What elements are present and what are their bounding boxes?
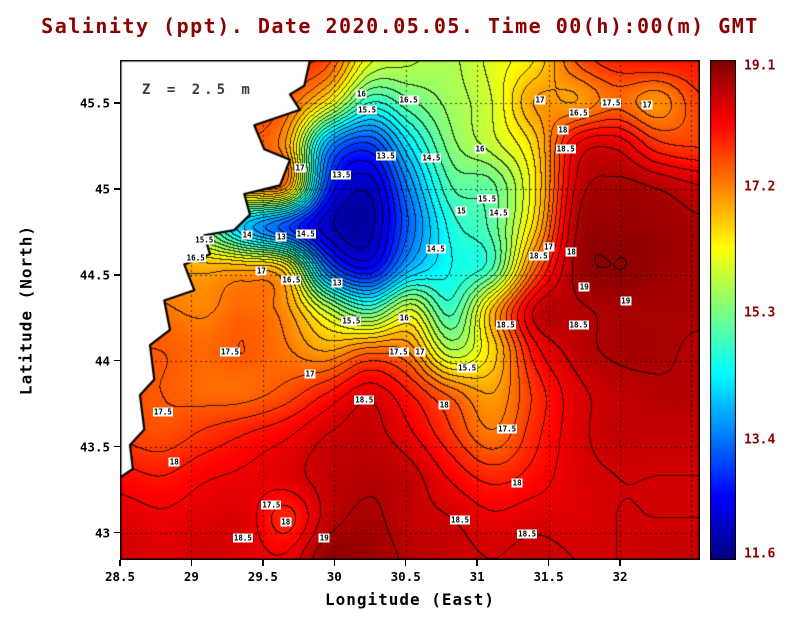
y-tick-mark bbox=[114, 445, 120, 448]
contour-label: 16.5 bbox=[281, 275, 302, 285]
x-tick-label: 31.5 bbox=[533, 569, 564, 584]
x-tick-label: 30.5 bbox=[390, 569, 421, 584]
contour-label: 15 bbox=[455, 206, 467, 216]
contour-label: 15.5 bbox=[457, 363, 478, 373]
contour-label: 14.5 bbox=[295, 229, 316, 239]
contour-label: 16.5 bbox=[568, 108, 589, 118]
x-tick-label: 31 bbox=[469, 569, 485, 584]
x-tick-label: 30 bbox=[326, 569, 342, 584]
contour-label: 19 bbox=[318, 533, 330, 543]
contour-label: 17 bbox=[294, 163, 306, 173]
x-tick-label: 28.5 bbox=[104, 569, 136, 584]
colorbar-tick-label: 13.4 bbox=[744, 432, 776, 448]
colorbar-tick-label: 17.2 bbox=[744, 179, 776, 195]
figure-title: Salinity (ppt). Date 2020.05.05. Time 00… bbox=[41, 14, 759, 38]
contour-label: 17 bbox=[304, 369, 316, 379]
contour-label: 18 bbox=[438, 400, 450, 410]
contour-label: 18 bbox=[168, 457, 180, 467]
contour-label: 18.5 bbox=[449, 515, 471, 525]
contour-label: 15.5 bbox=[477, 194, 498, 204]
colorbar-tick-label: 11.6 bbox=[744, 546, 776, 562]
contour-label: 17 bbox=[543, 242, 555, 252]
contour-label: 17.5 bbox=[601, 98, 622, 108]
contour-label: 17 bbox=[534, 95, 546, 105]
colorbar-tick-label: 19.1 bbox=[744, 58, 776, 74]
y-tick-mark bbox=[114, 102, 120, 104]
contour-label: 14.5 bbox=[488, 208, 509, 218]
contour-label: 17.5 bbox=[152, 407, 173, 417]
x-tick-mark bbox=[119, 560, 121, 566]
y-tick-label: 45 bbox=[94, 181, 110, 197]
y-tick-label: 45.5 bbox=[79, 95, 110, 111]
y-tick-label: 44 bbox=[94, 353, 110, 369]
y-axis-label: Latitude (North) bbox=[16, 224, 36, 396]
contour-label: 18.5 bbox=[528, 251, 549, 261]
y-tick-label: 43.5 bbox=[79, 439, 110, 455]
y-tick-label: 44.5 bbox=[79, 267, 110, 283]
contour-label: 17 bbox=[414, 347, 426, 357]
contour-label: 18.5 bbox=[232, 533, 253, 543]
depth-annotation: Z = 2.5 m bbox=[142, 82, 254, 98]
contour-label: 18.5 bbox=[495, 320, 516, 330]
x-axis-label: Longitude (East) bbox=[324, 590, 496, 609]
contour-label: 15.5 bbox=[341, 316, 362, 326]
x-tick-mark bbox=[619, 560, 621, 566]
contour-label: 15.5 bbox=[194, 235, 215, 245]
contour-label: 16.5 bbox=[398, 95, 419, 105]
contour-label: 13.5 bbox=[375, 151, 396, 161]
x-tick-mark bbox=[333, 560, 336, 566]
contour-label: 16.5 bbox=[185, 253, 206, 263]
x-tick-mark bbox=[547, 560, 550, 566]
colorbar bbox=[710, 60, 736, 560]
contour-label: 13 bbox=[275, 232, 287, 242]
colorbar-tick-label: 15.3 bbox=[744, 305, 776, 321]
x-tick-mark bbox=[262, 560, 264, 566]
x-tick-label: 32 bbox=[612, 569, 628, 584]
contour-label: 18 bbox=[511, 478, 523, 488]
contour-label: 17.5 bbox=[219, 347, 241, 357]
contour-label: 19 bbox=[578, 282, 590, 292]
y-tick-mark bbox=[114, 188, 120, 190]
contour-label: 19 bbox=[620, 296, 632, 306]
contour-label: 17.5 bbox=[388, 347, 409, 357]
contour-label: 18.5 bbox=[354, 395, 375, 405]
contour-label: 14.5 bbox=[425, 244, 446, 254]
x-tick-label: 29 bbox=[183, 569, 199, 584]
contour-label: 18 bbox=[565, 247, 577, 257]
y-tick-mark bbox=[114, 359, 120, 362]
y-tick-label: 43 bbox=[94, 525, 110, 540]
contour-label: 17 bbox=[641, 100, 653, 110]
contour-label: 13.5 bbox=[331, 170, 352, 180]
contour-label: 17 bbox=[255, 266, 267, 276]
x-tick-mark bbox=[404, 560, 407, 566]
contour-label: 18.5 bbox=[568, 320, 589, 330]
x-tick-mark bbox=[190, 560, 193, 566]
x-tick-label: 29.5 bbox=[247, 569, 278, 584]
contour-label: 15.5 bbox=[357, 105, 378, 115]
y-tick-mark bbox=[114, 274, 120, 276]
x-tick-mark bbox=[476, 560, 478, 566]
contour-label: 18 bbox=[280, 517, 292, 527]
contour-label: 14 bbox=[241, 230, 253, 240]
contour-label: 18.5 bbox=[517, 529, 538, 539]
contour-label: 16 bbox=[355, 89, 367, 99]
y-tick-mark bbox=[114, 531, 120, 534]
contour-label: 13 bbox=[331, 278, 343, 288]
contour-label: 14.5 bbox=[421, 153, 442, 163]
contour-label: 18.5 bbox=[555, 144, 576, 154]
map-plot-area: Z = 2.5 m 16 15.5 16.5 17 16.5 17.5 17 18 18.5 13… bbox=[120, 60, 700, 560]
contour-label: 18 bbox=[557, 125, 569, 135]
salinity-heatmap-canvas bbox=[120, 60, 700, 560]
contour-label: 17.5 bbox=[261, 500, 282, 510]
contour-label: 17.5 bbox=[497, 424, 518, 434]
contour-label: 16 bbox=[398, 313, 410, 323]
contour-label: 16 bbox=[474, 144, 486, 154]
